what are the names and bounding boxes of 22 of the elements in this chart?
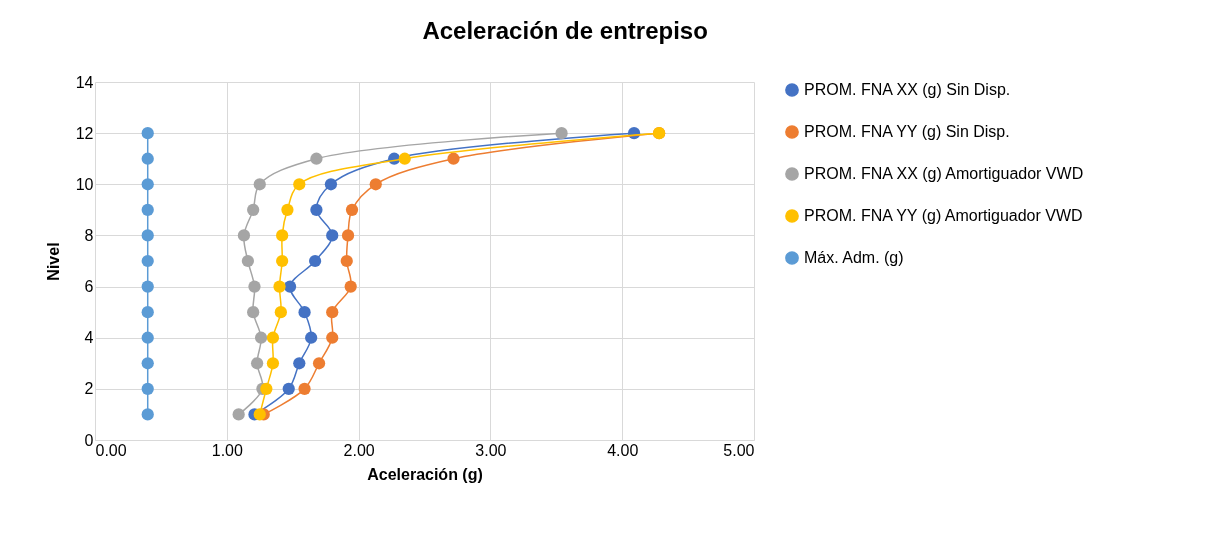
y-axis-title: Nivel	[44, 242, 62, 281]
x-axis-title: Aceleración (g)	[367, 465, 483, 483]
x-tick-label: 5.00	[723, 441, 755, 459]
x-tick-label: 4.00	[607, 441, 639, 459]
legend-label: PROM. FNA YY (g) Sin Disp.	[804, 123, 1010, 140]
y-tick-label: 0	[84, 431, 94, 449]
x-tick-label: 2.00	[343, 441, 375, 459]
chart-title: Aceleración de entrepiso	[422, 17, 708, 44]
x-tick-label: 0.00	[95, 441, 127, 459]
y-tick-label: 8	[84, 226, 94, 244]
x-tick-label: 3.00	[475, 441, 507, 459]
legend-label: PROM. FNA XX (g) Amortiguador VWD	[804, 165, 1084, 182]
legend-label: PROM. FNA XX (g) Sin Disp.	[804, 81, 1011, 98]
legend-label: Máx. Adm. (g)	[804, 249, 904, 266]
y-tick-label: 6	[84, 278, 94, 296]
x-tick-label: 1.00	[211, 441, 243, 459]
legend-label: PROM. FNA YY (g) Amortiguador VWD	[804, 207, 1083, 224]
y-tick-label: 14	[75, 73, 94, 91]
y-tick-label: 2	[84, 380, 94, 398]
y-tick-label: 10	[75, 175, 94, 193]
y-tick-label: 12	[75, 124, 94, 142]
y-tick-label: 4	[84, 329, 94, 347]
